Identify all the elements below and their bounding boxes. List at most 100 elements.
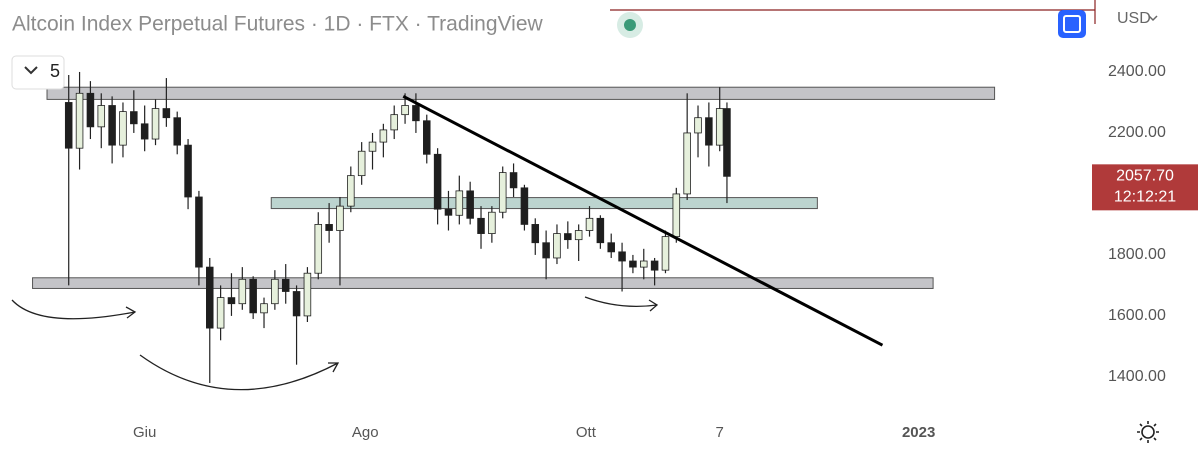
countdown: 12:12:21: [1114, 189, 1176, 206]
candle-body: [281, 278, 290, 292]
arrow-head: [328, 362, 340, 373]
candle-body: [108, 105, 116, 146]
candle-body: [542, 242, 550, 259]
candle-body: [455, 190, 464, 216]
annotation-arrows: [11, 296, 659, 391]
candle-body: [292, 291, 301, 317]
settings-icon[interactable]: [1137, 421, 1159, 443]
candle-body: [357, 150, 366, 177]
candle-body: [694, 117, 702, 134]
candle-body: [227, 297, 236, 305]
candle-body: [162, 108, 171, 119]
candle-body: [249, 278, 257, 314]
candle-body: [585, 217, 594, 231]
candle-body: [336, 205, 344, 231]
candle-body: [238, 278, 247, 305]
candle-body: [184, 144, 192, 198]
candle-body: [260, 303, 268, 314]
candle-body: [173, 117, 181, 146]
candle-body: [423, 120, 431, 155]
arrow-head: [648, 299, 659, 312]
candle-body: [564, 233, 572, 241]
y-tick-label: 1800.00: [1108, 246, 1166, 263]
price-tag: [1092, 164, 1198, 211]
candle-body: [151, 108, 160, 140]
zone: [46, 86, 996, 100]
candle-body: [130, 111, 138, 125]
candle-body: [64, 102, 73, 149]
arrow: [11, 299, 136, 320]
candle-body: [444, 208, 453, 216]
candle-body: [531, 224, 540, 244]
chart-title: Altcoin Index Perpetual Futures · 1D · F…: [12, 13, 544, 36]
candle-body: [466, 190, 474, 219]
arrow: [584, 296, 658, 307]
candle-body: [303, 272, 312, 317]
candle-body: [477, 217, 485, 234]
candle-body: [498, 172, 507, 213]
candle-body: [368, 141, 377, 152]
candle-body: [412, 105, 420, 122]
candle-body: [715, 108, 724, 146]
candle-body: [314, 224, 323, 274]
y-tick-label: 1600.00: [1108, 307, 1166, 324]
candle-body: [672, 193, 681, 238]
candle-body: [553, 233, 561, 259]
candle-body: [119, 111, 127, 146]
candle-body: [325, 224, 333, 231]
candle-body: [271, 278, 279, 305]
y-tick-label: 2200.00: [1108, 124, 1166, 141]
candle-body: [509, 172, 518, 189]
candle-body: [216, 297, 225, 329]
interval-dropdown[interactable]: [11, 55, 65, 90]
arrow-head: [125, 306, 137, 319]
price-tag-label: 2057.70: [1116, 168, 1174, 185]
fullscreen-button[interactable]: [1058, 10, 1086, 38]
candle-body: [607, 242, 615, 253]
fullscreen-icon: [1063, 15, 1081, 33]
x-tick-label: Ago: [352, 424, 379, 441]
candle-body: [390, 114, 398, 131]
zone: [32, 277, 934, 289]
candle-body: [596, 217, 605, 244]
candle-body: [401, 105, 409, 116]
zone: [270, 197, 818, 210]
x-tick-label: 7: [716, 424, 724, 441]
candle-body: [97, 105, 106, 128]
candle-body: [661, 236, 670, 271]
candle-body: [723, 108, 731, 177]
arrow: [139, 354, 339, 391]
status-dot: [624, 19, 636, 31]
y-tick-label: 2400.00: [1108, 63, 1166, 80]
candle-body: [629, 260, 637, 268]
x-tick-label: 2023: [902, 424, 935, 441]
zones: [32, 86, 996, 289]
overlay: 1400.001600.001800.002000.002200.002400.…: [133, 63, 1198, 441]
candle-body: [683, 132, 691, 195]
candle-body: [574, 230, 583, 241]
candle-body: [640, 260, 648, 268]
candle-body: [520, 187, 529, 225]
x-tick-label: Ott: [576, 424, 597, 441]
candle-body: [705, 117, 713, 146]
candle-body: [206, 266, 214, 329]
y-tick-label: 1400.00: [1108, 368, 1166, 385]
candle-body: [488, 211, 496, 234]
trendline: [402, 95, 884, 347]
candles: [64, 71, 731, 383]
currency-label[interactable]: USD: [1117, 10, 1151, 27]
candle-body: [618, 251, 626, 262]
interval-label[interactable]: 5: [50, 61, 60, 81]
candle-body: [650, 260, 659, 271]
candle-body: [347, 175, 355, 207]
candle-body: [75, 92, 84, 149]
chevron: [24, 66, 38, 75]
chevron: [1148, 15, 1158, 22]
candle-body: [86, 92, 95, 128]
candle-body: [140, 123, 149, 140]
x-tick-label: Giu: [133, 424, 156, 441]
candle-body: [433, 153, 442, 210]
candle-body: [379, 129, 388, 143]
candle-body: [195, 196, 203, 268]
